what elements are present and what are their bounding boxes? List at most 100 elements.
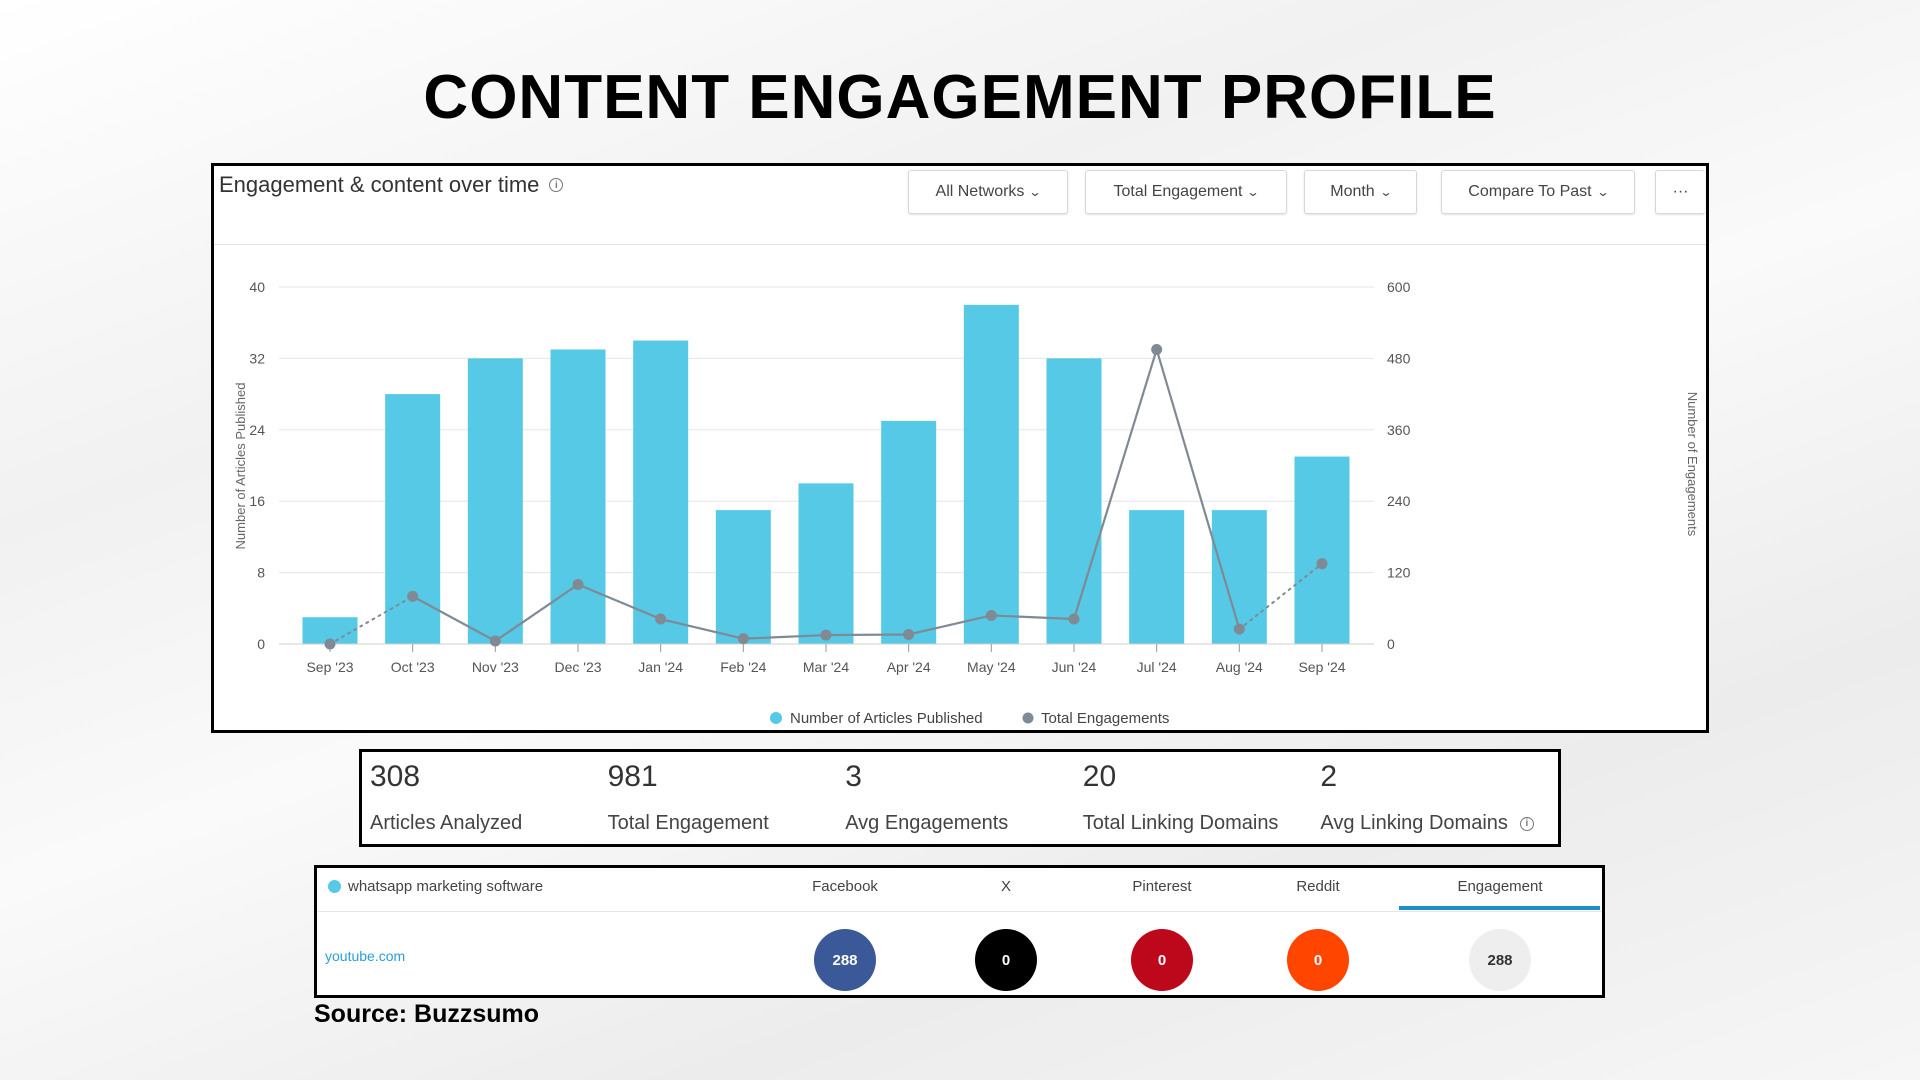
series-name: whatsapp marketing software <box>348 878 544 895</box>
line-point <box>572 579 584 590</box>
metric-dropdown[interactable]: Total Engagement ⌄ <box>1085 170 1287 214</box>
col-x[interactable]: X <box>1000 878 1011 895</box>
left-tick-label: 24 <box>249 422 265 438</box>
x-tick-label: Jun '24 <box>1052 659 1097 675</box>
line-point <box>655 613 667 625</box>
source-caption: Source: Buzzsumo <box>314 1000 540 1028</box>
line-point <box>489 635 501 647</box>
legend-label-engagements[interactable]: Total Engagements <box>1041 710 1169 727</box>
chevron-down-icon: ⌄ <box>1379 185 1393 199</box>
info-icon[interactable]: i <box>549 178 564 192</box>
line-point <box>985 609 997 621</box>
info-icon[interactable]: i <box>1519 816 1534 831</box>
left-tick-label: 0 <box>257 636 265 652</box>
period-dropdown[interactable]: Month ⌄ <box>1304 170 1417 214</box>
line-segment <box>824 633 910 637</box>
bar <box>385 394 441 644</box>
stat-avg-engagements: 3 Avg Engagements <box>845 752 1083 844</box>
right-axis-title: Number of Engagements <box>1685 392 1700 537</box>
bars <box>302 304 1350 644</box>
left-axis-title: Number of Articles Published <box>233 383 248 550</box>
right-tick-label: 240 <box>1387 493 1411 509</box>
line-segment <box>1155 348 1241 631</box>
stats-bar: 308 Articles Analyzed 981 Total Engageme… <box>359 749 1561 847</box>
metric-dropdown-label: Total Engagement <box>1113 183 1243 200</box>
line-segment <box>742 633 828 640</box>
bar <box>715 510 771 644</box>
line-segment <box>411 595 497 643</box>
stat-label: Articles Analyzed <box>370 812 523 834</box>
x-axis: Sep '23 Oct '23 Nov '23 Dec '23 Jan '24 Feb '… <box>279 643 1374 675</box>
table-header: whatsapp marketing software Facebook X P… <box>317 868 1602 912</box>
engagement-line <box>324 343 1328 650</box>
line-point <box>1151 343 1163 355</box>
x-tick-label: Jan '24 <box>638 659 683 675</box>
x-tick-label: Dec '23 <box>554 659 601 675</box>
line-segment <box>329 595 414 645</box>
networks-dropdown[interactable]: All Networks ⌄ <box>908 170 1068 214</box>
x-tick-label: Nov '23 <box>472 659 519 675</box>
period-dropdown-label: Month <box>1330 183 1375 200</box>
stat-label: Total Linking Domains <box>1082 812 1279 834</box>
x-tick-label: May '24 <box>967 659 1016 675</box>
col-reddit[interactable]: Reddit <box>1296 878 1340 895</box>
stat-value: 2 <box>1320 760 1338 793</box>
line-point <box>737 633 749 645</box>
line-point <box>1068 613 1080 625</box>
legend-swatch-engagements <box>1022 712 1034 724</box>
bar <box>1129 510 1185 644</box>
col-pinterest[interactable]: Pinterest <box>1132 878 1192 895</box>
left-tick-label: 8 <box>257 565 265 581</box>
col-facebook[interactable]: Facebook <box>812 878 878 895</box>
legend: Number of Articles Published Total Engag… <box>770 710 1169 727</box>
panel-title-text: Engagement & content over time <box>219 172 540 197</box>
chevron-down-icon: ⌄ <box>1028 185 1042 199</box>
line-point <box>324 638 336 650</box>
x-tick-label: Feb '24 <box>720 659 766 675</box>
x-tick-label: Sep '24 <box>1298 659 1345 675</box>
stat-avg-linking-domains: 2 Avg Linking Domains i <box>1320 752 1558 844</box>
x-tick-label: Apr '24 <box>887 659 931 675</box>
line-point <box>1233 623 1245 635</box>
facebook-count-badge: 288 <box>814 929 876 991</box>
x-tick-label: Oct '23 <box>391 659 435 675</box>
x-count-badge: 0 <box>975 929 1037 991</box>
compare-dropdown[interactable]: Compare To Past ⌄ <box>1441 170 1635 214</box>
bar <box>1294 456 1350 644</box>
bar <box>963 304 1019 644</box>
chevron-down-icon: ⌄ <box>1246 185 1261 199</box>
chevron-down-icon: ⌄ <box>1596 185 1610 199</box>
line-point <box>903 628 915 640</box>
stat-label: Avg Linking Domains i <box>1320 812 1534 835</box>
stat-total-engagement: 981 Total Engagement <box>608 752 846 844</box>
right-axis-ticks: 0 120 240 360 480 600 <box>1387 279 1411 652</box>
stat-value: 20 <box>1082 760 1117 793</box>
bar <box>633 340 689 644</box>
line-segment <box>1072 348 1158 621</box>
page-title: CONTENT ENGAGEMENT PROFILE <box>423 63 1497 132</box>
more-options-button[interactable]: ··· <box>1655 170 1705 214</box>
line-segment <box>990 614 1076 621</box>
panel-divider <box>214 244 1706 245</box>
col-engagement[interactable]: Engagement <box>1457 878 1543 895</box>
bar <box>1046 358 1102 644</box>
pinterest-count-badge: 0 <box>1131 929 1193 991</box>
bar <box>881 420 937 644</box>
stat-value: 308 <box>370 760 421 793</box>
bar <box>467 358 523 644</box>
bar <box>550 349 606 644</box>
stat-label: Total Engagement <box>607 812 769 834</box>
stat-articles-analyzed: 308 Articles Analyzed <box>370 752 608 844</box>
line-segment <box>494 583 580 643</box>
line-point <box>407 590 419 602</box>
right-tick-label: 120 <box>1387 565 1411 581</box>
left-tick-label: 40 <box>249 279 265 295</box>
bar <box>798 483 854 644</box>
left-axis-ticks: 0 8 16 24 32 40 <box>249 279 265 652</box>
compare-dropdown-label: Compare To Past <box>1468 183 1592 200</box>
domain-link[interactable]: youtube.com <box>325 948 406 964</box>
series-dot-icon <box>328 880 341 893</box>
legend-swatch-articles <box>770 712 782 724</box>
x-tick-label: Mar '24 <box>803 659 849 675</box>
legend-label-articles[interactable]: Number of Articles Published <box>790 710 983 727</box>
